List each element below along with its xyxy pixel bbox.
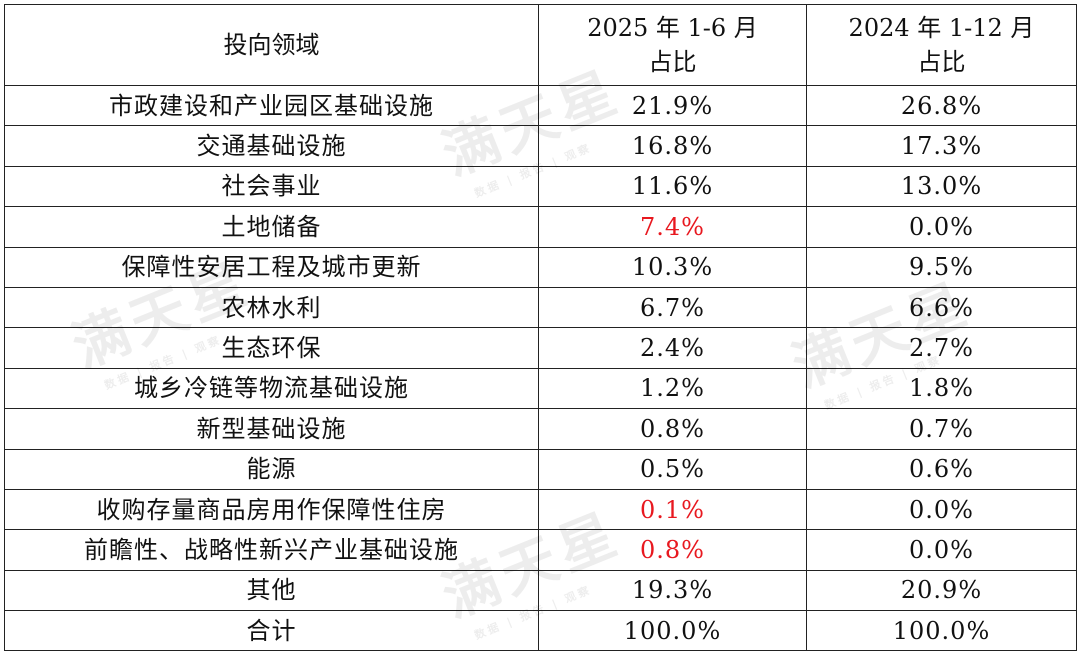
table-row: 市政建设和产业园区基础设施 21.9% 26.8% (4, 84, 1077, 127)
value-2024-cell: 9.5% (806, 246, 1077, 288)
header-2025-share: 占比 (648, 48, 697, 76)
table-row: 交通基础设施 16.8% 17.3% (4, 125, 1077, 167)
table-row: 农林水利 6.7% 6.6% (4, 286, 1077, 329)
value-2024-cell: 0.7% (806, 408, 1077, 450)
table-row: 生态环保 2.4% 2.7% (4, 327, 1077, 369)
value-2025-cell: 1.2% (538, 367, 807, 410)
table-body: 市政建设和产业园区基础设施 21.9% 26.8% 交通基础设施 16.8% 17.3% 社… (4, 84, 1077, 652)
value-2025-cell: 100.0% (538, 610, 807, 652)
value-2025-cell: 0.8% (538, 529, 807, 571)
header-2025-period: 2025 年 1-6 月 (587, 14, 758, 42)
header-2024-share: 占比 (917, 48, 966, 76)
value-2025-cell: 7.4% (538, 206, 807, 248)
investment-field-table: 投向领域 2025 年 1-6 月 占比 2024 年 1-12 月 占比 市政… (4, 4, 1077, 652)
table-row: 前瞻性、战略性新兴产业基础设施 0.8% 0.0% (4, 529, 1077, 571)
table-row: 新型基础设施 0.8% 0.7% (4, 408, 1077, 450)
field-cell: 交通基础设施 (4, 125, 539, 167)
field-cell: 社会事业 (4, 165, 539, 208)
table-row: 城乡冷链等物流基础设施 1.2% 1.8% (4, 367, 1077, 410)
field-cell: 城乡冷链等物流基础设施 (4, 367, 539, 410)
field-cell: 其他 (4, 569, 539, 612)
field-cell: 保障性安居工程及城市更新 (4, 246, 539, 288)
value-2024-cell: 26.8% (806, 84, 1077, 127)
value-2024-cell: 13.0% (806, 165, 1077, 208)
value-2024-cell: 17.3% (806, 125, 1077, 167)
value-2024-cell: 20.9% (806, 569, 1077, 612)
table-header: 投向领域 2025 年 1-6 月 占比 2024 年 1-12 月 占比 (4, 4, 1077, 86)
table-row: 其他 19.3% 20.9% (4, 569, 1077, 612)
value-2025-cell: 10.3% (538, 246, 807, 288)
field-cell: 能源 (4, 448, 539, 490)
value-2024-cell: 0.0% (806, 488, 1077, 531)
value-2024-cell: 0.0% (806, 529, 1077, 571)
table-row: 合计 100.0% 100.0% (4, 610, 1077, 652)
header-field-label: 投向领域 (223, 31, 320, 59)
data-table-container: 投向领域 2025 年 1-6 月 占比 2024 年 1-12 月 占比 市政… (4, 4, 1077, 652)
table-row: 社会事业 11.6% 13.0% (4, 165, 1077, 208)
value-2024-cell: 1.8% (806, 367, 1077, 410)
field-cell: 合计 (4, 610, 539, 652)
value-2025-cell: 6.7% (538, 286, 807, 329)
field-cell: 新型基础设施 (4, 408, 539, 450)
value-2025-cell: 19.3% (538, 569, 807, 612)
field-cell: 前瞻性、战略性新兴产业基础设施 (4, 529, 539, 571)
value-2025-cell: 0.8% (538, 408, 807, 450)
value-2024-cell: 2.7% (806, 327, 1077, 369)
value-2024-cell: 0.6% (806, 448, 1077, 490)
header-2024: 2024 年 1-12 月 占比 (806, 4, 1077, 86)
value-2025-cell: 0.5% (538, 448, 807, 490)
value-2024-cell: 0.0% (806, 206, 1077, 248)
field-cell: 土地储备 (4, 206, 539, 248)
header-2025: 2025 年 1-6 月 占比 (538, 4, 807, 86)
value-2025-cell: 16.8% (538, 125, 807, 167)
table-row: 保障性安居工程及城市更新 10.3% 9.5% (4, 246, 1077, 288)
value-2024-cell: 100.0% (806, 610, 1077, 652)
header-field: 投向领域 (4, 4, 539, 86)
value-2025-cell: 11.6% (538, 165, 807, 208)
value-2025-cell: 21.9% (538, 84, 807, 127)
field-cell: 收购存量商品房用作保障性住房 (4, 488, 539, 531)
table-row: 土地储备 7.4% 0.0% (4, 206, 1077, 248)
table-row: 能源 0.5% 0.6% (4, 448, 1077, 490)
value-2024-cell: 6.6% (806, 286, 1077, 329)
value-2025-cell: 0.1% (538, 488, 807, 531)
header-2024-period: 2024 年 1-12 月 (848, 14, 1035, 42)
table-row: 收购存量商品房用作保障性住房 0.1% 0.0% (4, 488, 1077, 531)
field-cell: 市政建设和产业园区基础设施 (4, 84, 539, 127)
field-cell: 生态环保 (4, 327, 539, 369)
header-row: 投向领域 2025 年 1-6 月 占比 2024 年 1-12 月 占比 (4, 4, 1077, 86)
value-2025-cell: 2.4% (538, 327, 807, 369)
field-cell: 农林水利 (4, 286, 539, 329)
